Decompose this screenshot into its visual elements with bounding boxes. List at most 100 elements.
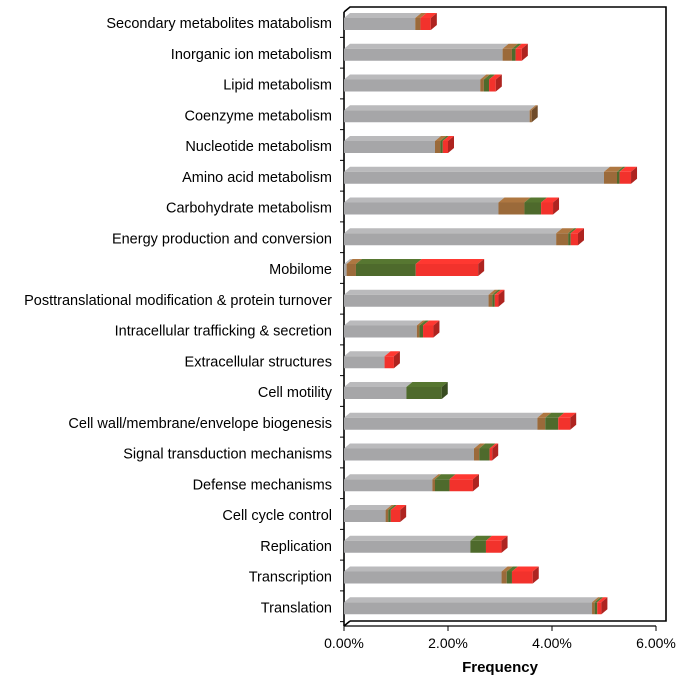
bar-top-face: [344, 105, 536, 111]
bar-row: [344, 228, 584, 246]
bar-segment-series-2: [537, 412, 552, 430]
category-label: Inorganic ion metabolism: [171, 47, 332, 63]
bar-front-face: [390, 510, 401, 522]
bar-segment-series-3: [483, 74, 496, 92]
category-label: Posttranslational modification & protein…: [24, 293, 332, 309]
bar-top-face: [344, 197, 505, 203]
bar-top-face: [619, 166, 638, 172]
bar-top-face: [489, 74, 502, 80]
bar-top-face: [570, 228, 584, 234]
bar-top-face: [388, 505, 397, 510]
bar-segment-series-3: [506, 566, 518, 584]
bar-row: [344, 474, 479, 492]
bar-end-face: [553, 197, 560, 215]
bar-row: [344, 412, 577, 430]
bar-segment-series-3: [470, 535, 492, 553]
bar-segment-series-4: [541, 197, 560, 215]
category-labels: Secondary metabolites matabolism Inorgani…: [24, 16, 333, 616]
bar-front-face: [355, 264, 416, 276]
bar-front-face: [506, 571, 512, 584]
bar-segment-series-3: [545, 412, 565, 430]
bar-top-face: [344, 505, 392, 510]
bar-top-face: [415, 13, 427, 18]
bar-row: [344, 259, 485, 276]
bar-segment-series-2: [416, 320, 426, 338]
bar-segment-series-3: [355, 259, 422, 276]
bar-segment-series-2: [498, 197, 531, 215]
bar-end-face: [601, 597, 608, 615]
bar-top-face: [511, 43, 522, 49]
bar-end-face: [532, 566, 539, 584]
category-label: Coenzyme metabolism: [185, 108, 332, 124]
x-tick-label: 0.00%: [324, 635, 364, 651]
bar-top-face: [344, 566, 508, 572]
bar-segment-series-1: [344, 136, 441, 153]
bar-row: [344, 382, 448, 399]
bar-segment-series-1: [344, 43, 509, 61]
bar-top-face: [344, 443, 480, 449]
bar-segment-series-3: [594, 597, 604, 615]
bar-end-face: [492, 443, 499, 461]
x-tick-label: 6.00%: [636, 635, 676, 651]
bar-front-face: [489, 79, 496, 92]
bar-segment-series-4: [423, 320, 440, 338]
bar-top-face: [390, 505, 407, 510]
bar-front-face: [524, 202, 542, 215]
bar-front-face: [344, 141, 435, 153]
bar-segment-series-4: [494, 289, 505, 307]
bar-row: [344, 43, 528, 61]
bar-segment-series-1: [344, 535, 477, 553]
bar-top-face: [385, 505, 395, 510]
bar-top-face: [597, 597, 608, 603]
bar-end-face: [495, 74, 502, 92]
bar-front-face: [494, 294, 499, 307]
bar-row: [344, 105, 538, 123]
bar-segment-series-1: [344, 351, 391, 369]
category-label: Lipid metabolism: [223, 78, 332, 94]
bar-segment-series-1: [344, 228, 563, 246]
bar-segment-series-3: [440, 136, 449, 153]
bar-top-face: [545, 412, 565, 418]
bar-front-face: [344, 602, 593, 615]
bar-top-face: [344, 535, 477, 541]
bar-row: [344, 597, 608, 615]
bar-top-face: [344, 259, 353, 264]
bar-segment-series-4: [511, 566, 539, 584]
bar-end-face: [578, 228, 584, 246]
bar-top-face: [489, 443, 499, 449]
bar-front-face: [344, 171, 604, 184]
category-label: Transcription: [249, 570, 332, 586]
bar-top-face: [416, 320, 426, 326]
bar-segment-series-4: [597, 597, 608, 615]
bar-segment-series-3: [511, 43, 522, 61]
bar-front-face: [485, 540, 502, 553]
bar-front-face: [435, 141, 441, 153]
bar-front-face: [604, 171, 617, 184]
bar-front-face: [617, 171, 620, 184]
bar-top-face: [470, 535, 492, 541]
bar-segment-series-1: [344, 443, 480, 461]
bar-segment-series-4: [570, 228, 584, 246]
bar-segment-series-3: [479, 443, 496, 461]
bar-end-face: [570, 412, 577, 430]
bar-front-face: [344, 18, 416, 30]
bar-top-face: [488, 289, 499, 295]
bar-front-face: [344, 325, 417, 338]
bar-segment-series-1: [344, 166, 610, 184]
bar-front-face: [415, 18, 421, 30]
bar-row: [344, 443, 499, 461]
bar-top-face: [344, 320, 423, 326]
bar-segment-series-3: [492, 289, 501, 307]
x-axis-title: Frequency: [462, 659, 539, 676]
bar-top-face: [344, 597, 599, 603]
bar-segment-series-2: [385, 505, 395, 522]
bar-front-face: [489, 448, 493, 461]
bar-top-face: [344, 289, 495, 295]
bar-segment-series-2: [474, 443, 486, 461]
bar-top-face: [440, 136, 449, 141]
bar-front-face: [568, 233, 571, 246]
bar-front-face: [492, 294, 495, 307]
bar-front-face: [344, 233, 557, 246]
x-axis-ticks: 0.00% 2.00% 4.00% 6.00%: [324, 626, 676, 651]
bar-top-face: [346, 259, 362, 264]
